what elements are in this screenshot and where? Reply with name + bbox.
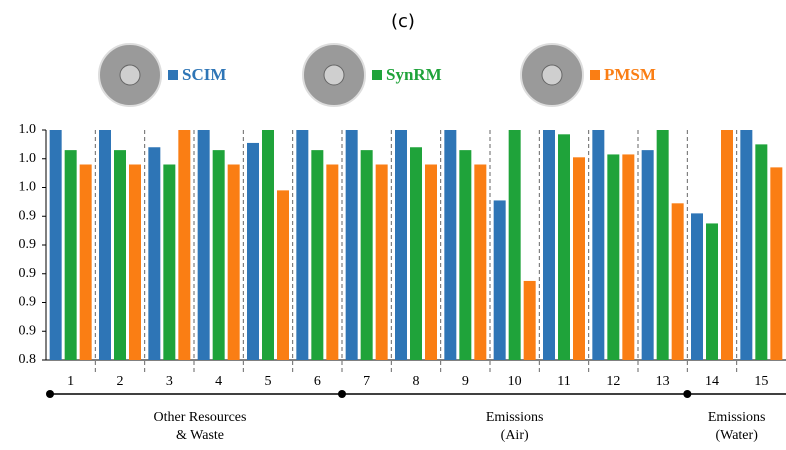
bar <box>558 134 570 360</box>
bar <box>444 130 456 360</box>
bar <box>425 165 437 361</box>
bar <box>509 130 521 360</box>
bar <box>395 130 407 360</box>
group-label: Emissions <box>708 410 766 425</box>
y-tick-label: 0.9 <box>19 237 37 252</box>
x-tick-label: 5 <box>265 374 272 389</box>
bar <box>148 147 160 360</box>
legend-swatch <box>168 70 178 80</box>
bar <box>524 281 536 360</box>
y-tick-label: 1.0 <box>19 180 37 195</box>
x-tick-label: 13 <box>656 374 670 389</box>
bar <box>99 130 111 360</box>
x-tick-label: 10 <box>508 374 522 389</box>
bar <box>755 144 767 360</box>
bar <box>706 223 718 360</box>
x-tick-label: 2 <box>117 374 124 389</box>
group-marker <box>338 390 346 398</box>
bar <box>326 165 338 361</box>
bar <box>114 150 126 360</box>
x-tick-label: 14 <box>705 374 719 389</box>
group-marker <box>683 390 691 398</box>
x-tick-label: 6 <box>314 374 321 389</box>
x-tick-label: 9 <box>462 374 469 389</box>
group-label: Emissions <box>486 410 544 425</box>
bar <box>228 165 240 361</box>
legend-icon <box>542 65 562 85</box>
bar <box>163 165 175 361</box>
bar <box>178 130 190 360</box>
legend-label: PMSM <box>604 65 656 84</box>
legend-swatch <box>372 70 382 80</box>
bar <box>459 150 471 360</box>
bar <box>262 130 274 360</box>
y-tick-label: 0.9 <box>19 323 37 338</box>
x-tick-label: 4 <box>215 374 222 389</box>
bar <box>740 130 752 360</box>
legend-label: SynRM <box>386 65 442 84</box>
x-tick-label: 7 <box>363 374 370 389</box>
bar <box>642 150 654 360</box>
bar <box>247 143 259 360</box>
bar <box>573 157 585 360</box>
x-tick-label: 12 <box>606 374 620 389</box>
legend-swatch <box>590 70 600 80</box>
bar <box>494 200 506 360</box>
bar <box>129 165 141 361</box>
y-tick-label: 0.9 <box>19 266 37 281</box>
group-label: (Air) <box>501 428 529 443</box>
bar <box>622 154 634 360</box>
bar <box>691 213 703 360</box>
x-tick-label: 1 <box>67 374 74 389</box>
bar <box>213 150 225 360</box>
group-label: Other Resources <box>154 410 247 425</box>
x-tick-label: 8 <box>413 374 420 389</box>
bar <box>672 203 684 360</box>
bar <box>65 150 77 360</box>
bar <box>410 147 422 360</box>
bar <box>474 165 486 361</box>
bar <box>361 150 373 360</box>
y-tick-label: 0.9 <box>19 208 37 223</box>
bar <box>543 130 555 360</box>
legend-icon <box>324 65 344 85</box>
x-tick-label: 15 <box>754 374 768 389</box>
bar <box>50 130 62 360</box>
x-tick-label: 11 <box>557 374 570 389</box>
bar <box>721 130 733 360</box>
legend-label: SCIM <box>182 65 226 84</box>
y-tick-label: 1.0 <box>19 151 37 166</box>
chart-title: (c) <box>391 11 415 32</box>
group-label: (Water) <box>715 428 758 443</box>
bar <box>296 130 308 360</box>
chart: (c) SCIM SynRM PMSM 0.8 0.9 0.9 0.9 0.9 0.9 1.0 1.… <box>0 0 786 450</box>
y-tick-label: 0.8 <box>19 352 37 367</box>
legend-icon <box>120 65 140 85</box>
bar <box>277 190 289 360</box>
bar <box>376 165 388 361</box>
bar <box>80 165 92 361</box>
bar <box>311 150 323 360</box>
group-marker <box>46 390 54 398</box>
group-label: & Waste <box>176 428 224 443</box>
x-tick-label: 3 <box>166 374 173 389</box>
y-tick-label: 1.0 <box>19 122 37 137</box>
bar <box>770 167 782 360</box>
y-tick-label: 0.9 <box>19 295 37 310</box>
bar <box>198 130 210 360</box>
bar <box>346 130 358 360</box>
bar <box>657 130 669 360</box>
bar <box>592 130 604 360</box>
bar <box>607 154 619 360</box>
